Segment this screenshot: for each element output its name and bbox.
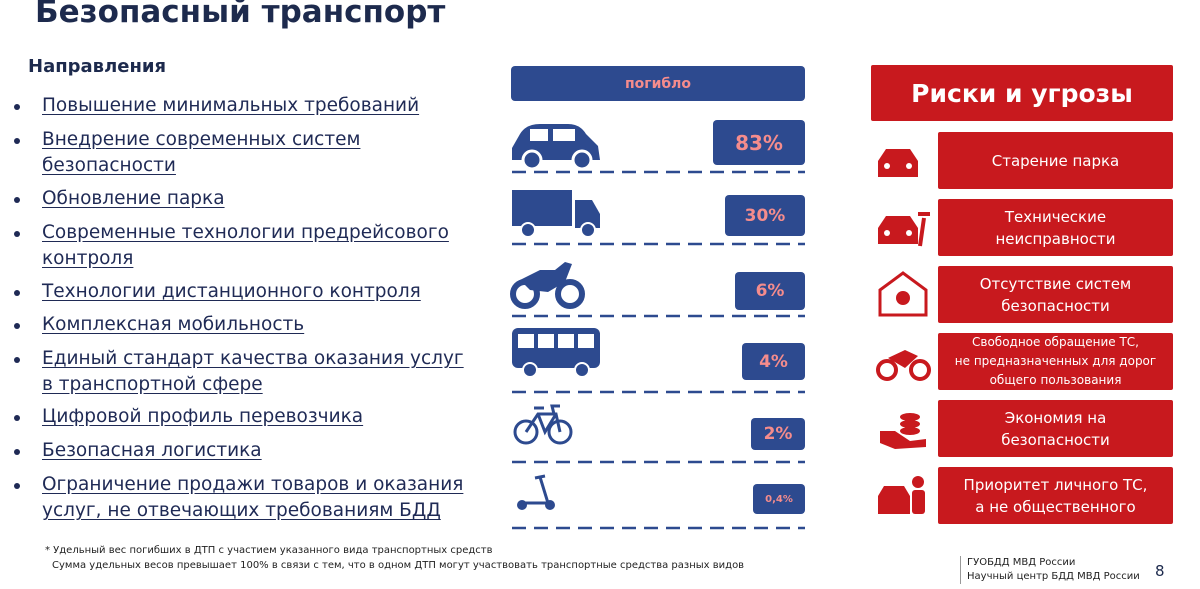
risk-icon bbox=[878, 271, 928, 317]
risk-icon bbox=[878, 212, 930, 247]
footnote: Сумма удельных весов превышает 100% в св… bbox=[52, 560, 745, 571]
bicycle-icon bbox=[513, 404, 573, 445]
risk-item: Старение парка bbox=[938, 132, 1173, 189]
divider bbox=[960, 556, 961, 584]
motorcycle-icon bbox=[510, 262, 585, 309]
risk-line: неисправности bbox=[995, 229, 1116, 248]
risk-line: безопасности bbox=[1001, 296, 1110, 315]
direction-item: Комплексная мобильность bbox=[42, 314, 305, 335]
direction-item: Цифровой профиль перевозчика bbox=[42, 406, 364, 427]
death-share-badge: 4% bbox=[742, 343, 805, 380]
direction-item: Повышение минимальных требований bbox=[42, 95, 420, 116]
bullet bbox=[14, 323, 20, 329]
bullet bbox=[14, 138, 20, 144]
footnote: * Удельный вес погибших в ДТП с участием… bbox=[45, 545, 493, 556]
death-share-badge: 0,4% bbox=[753, 484, 805, 514]
bus-icon bbox=[512, 328, 600, 378]
bullet bbox=[14, 104, 20, 110]
risk-item: Приоритет личного ТС, а не общественного bbox=[938, 467, 1173, 524]
direction-item: контроля bbox=[42, 248, 134, 269]
organization: Научный центр БДД МВД России bbox=[967, 571, 1140, 582]
bullet bbox=[14, 449, 20, 455]
death-share-badge: 2% bbox=[751, 418, 805, 450]
risk-icon bbox=[878, 149, 918, 177]
direction-item: безопасности bbox=[42, 155, 176, 176]
directions-heading: Направления bbox=[28, 56, 167, 77]
truck-icon bbox=[512, 190, 600, 238]
risk-icon bbox=[878, 476, 925, 514]
risk-item: Отсутствие систем безопасности bbox=[938, 266, 1173, 323]
organization: ГУОБДД МВД России bbox=[967, 557, 1076, 568]
direction-item: Современные технологии предрейсового bbox=[42, 222, 449, 243]
page-number: 8 bbox=[1155, 562, 1165, 580]
risk-icon bbox=[876, 350, 931, 381]
death-share-badge: 6% bbox=[735, 272, 805, 310]
bullet bbox=[14, 197, 20, 203]
deaths-header: погибло bbox=[511, 66, 805, 101]
direction-item: Внедрение современных систем bbox=[42, 129, 361, 150]
risk-line: Технические bbox=[1004, 207, 1107, 226]
risk-line: Отсутствие систем bbox=[979, 274, 1132, 293]
risk-item: Технические неисправности bbox=[938, 199, 1173, 256]
direction-item: Технологии дистанционного контроля bbox=[42, 281, 421, 302]
direction-item: услуг, не отвечающих требованиям БДД bbox=[42, 500, 441, 521]
risk-line: безопасности bbox=[1001, 430, 1110, 449]
bullet bbox=[14, 357, 20, 363]
risk-icon bbox=[880, 413, 926, 449]
risk-line: Экономия на bbox=[1004, 408, 1107, 427]
direction-item: Ограничение продажи товаров и оказания bbox=[42, 474, 464, 495]
risk-item: Свободное обращение ТС, не предназначенны… bbox=[938, 333, 1173, 390]
risk-line: а не общественного bbox=[975, 497, 1136, 516]
risk-line: не предназначенных для дорог bbox=[954, 354, 1157, 368]
bullet bbox=[14, 415, 20, 421]
car-icon bbox=[512, 124, 600, 171]
risk-line: общего пользования bbox=[989, 373, 1122, 387]
bullet bbox=[14, 231, 20, 237]
bullet bbox=[14, 290, 20, 296]
risk-item: Экономия на безопасности bbox=[938, 400, 1173, 457]
death-share-badge: 30% bbox=[725, 195, 805, 236]
direction-item: Обновление парка bbox=[42, 188, 225, 209]
death-share-badge: 83% bbox=[713, 120, 805, 165]
direction-item: в транспортной сфере bbox=[42, 374, 263, 395]
risk-line: Старение парка bbox=[991, 151, 1120, 170]
risks-header: Риски и угрозы bbox=[871, 65, 1173, 121]
bullet bbox=[14, 483, 20, 489]
risk-line: Приоритет личного ТС, bbox=[963, 475, 1148, 494]
slide-title: Безопасный транспорт bbox=[35, 0, 446, 30]
risk-line: Свободное обращение ТС, bbox=[972, 335, 1139, 349]
direction-item: Единый стандарт качества оказания услуг bbox=[42, 348, 464, 369]
direction-item: Безопасная логистика bbox=[42, 440, 262, 461]
scooter-icon bbox=[517, 474, 555, 510]
